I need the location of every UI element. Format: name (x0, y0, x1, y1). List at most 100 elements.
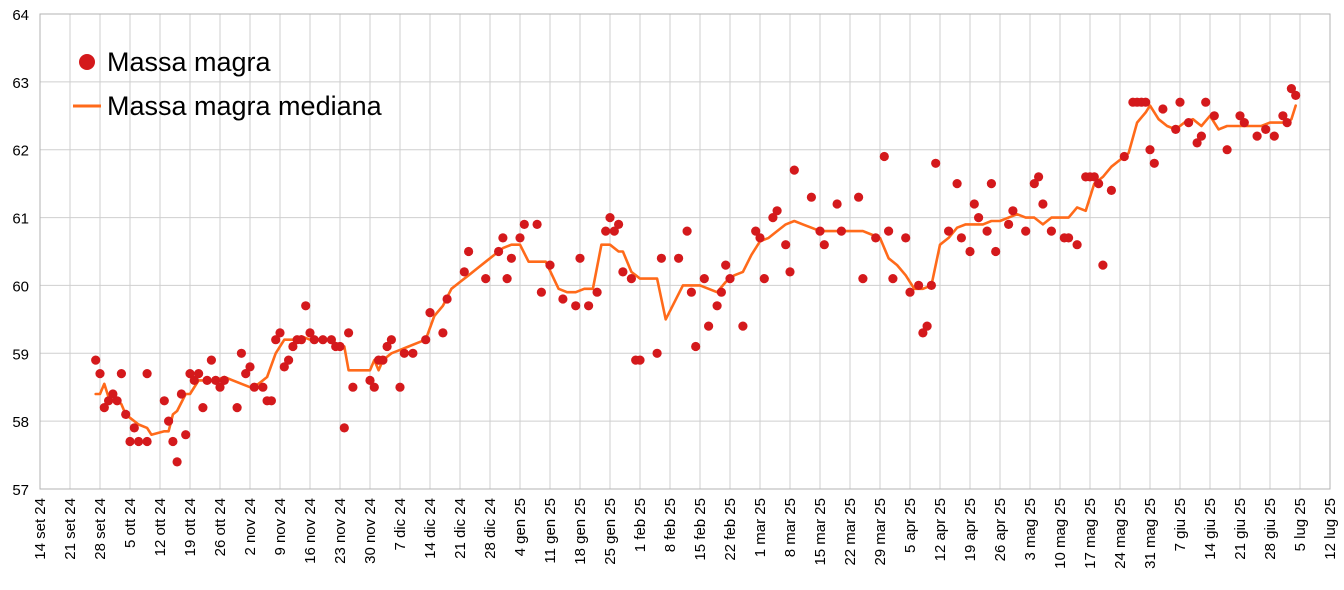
data-point (305, 328, 315, 338)
data-point (1209, 111, 1219, 121)
x-tick-label: 28 giu 25 (1262, 498, 1279, 560)
data-point (134, 436, 144, 447)
plot-frame (39, 13, 1331, 490)
data-point (674, 253, 684, 263)
data-point (339, 423, 349, 433)
data-point (986, 179, 997, 189)
x-tick-label: 21 set 24 (62, 498, 79, 560)
data-point (142, 436, 152, 447)
data-point (789, 165, 799, 175)
data-point (386, 335, 396, 345)
data-point (232, 403, 242, 413)
data-point (682, 226, 692, 236)
x-tick-label: 29 mar 25 (872, 498, 889, 566)
x-tick-label: 25 gen 25 (602, 498, 619, 565)
data-point (344, 328, 354, 338)
legend-marker-scatter (79, 54, 95, 70)
data-point (965, 246, 975, 257)
data-point (1004, 219, 1014, 229)
scatter-points-series (91, 84, 1301, 467)
x-tick-label: 28 dic 24 (482, 498, 499, 559)
data-point (1008, 206, 1018, 216)
data-point (755, 233, 765, 243)
data-point (858, 274, 868, 284)
y-axis-tick-labels: 57 58 59 60 61 62 63 64 (12, 7, 29, 499)
data-point (194, 369, 204, 379)
data-point (969, 199, 979, 209)
data-point (206, 355, 216, 365)
data-point (626, 274, 637, 284)
data-point (159, 396, 169, 406)
x-tick-label: 28 set 24 (92, 498, 109, 560)
data-point (421, 335, 431, 345)
data-point (519, 219, 529, 229)
data-point (819, 240, 829, 250)
data-point (699, 274, 709, 284)
x-tick-label: 10 mag 25 (1052, 498, 1069, 569)
data-point (901, 233, 911, 243)
data-point (112, 396, 122, 406)
x-tick-label: 2 nov 24 (242, 498, 259, 556)
data-point (326, 335, 336, 345)
data-point (884, 226, 894, 236)
y-tick-label: 57 (12, 482, 29, 499)
data-point (275, 328, 285, 338)
data-point (1278, 111, 1288, 121)
data-point (712, 301, 722, 311)
data-point (365, 375, 375, 385)
x-tick-label: 4 gen 25 (512, 498, 529, 556)
data-point (1089, 172, 1099, 182)
data-point (691, 341, 701, 352)
data-point (815, 226, 825, 236)
data-point (618, 267, 628, 277)
data-point (271, 335, 281, 345)
data-point (931, 158, 941, 168)
data-point (245, 362, 255, 372)
data-point (185, 369, 195, 379)
data-point (974, 213, 984, 223)
x-axis-tick-labels: 14 set 24 21 set 24 28 set 24 5 ott 24 12 ot… (32, 498, 1339, 569)
data-point (176, 389, 186, 399)
data-point (879, 151, 889, 162)
data-point (211, 375, 221, 385)
x-tick-label: 16 nov 24 (302, 498, 319, 564)
data-point (1046, 226, 1056, 236)
data-point (1098, 260, 1108, 270)
x-tick-label: 9 nov 24 (272, 498, 289, 556)
data-point (121, 409, 131, 419)
data-point (1184, 118, 1194, 128)
data-point (888, 274, 898, 284)
data-point (751, 226, 761, 236)
data-point (309, 335, 319, 345)
data-point (785, 267, 795, 277)
data-point (614, 219, 624, 229)
data-point (395, 382, 405, 392)
data-point (871, 233, 881, 243)
data-point (545, 260, 555, 270)
data-point (1171, 124, 1181, 134)
data-point (1141, 97, 1151, 107)
data-point (956, 233, 967, 243)
data-point (438, 328, 448, 338)
data-point (952, 179, 962, 189)
data-point (854, 192, 864, 202)
data-point (1239, 118, 1249, 128)
x-tick-label: 15 feb 25 (692, 498, 709, 561)
x-tick-label: 14 dic 24 (422, 498, 439, 559)
data-point (536, 287, 547, 297)
data-point (164, 416, 174, 426)
data-point (1286, 84, 1296, 94)
data-point (1038, 199, 1048, 209)
data-point (241, 369, 251, 379)
data-point (914, 280, 924, 290)
data-point (1269, 131, 1279, 141)
data-point (168, 436, 178, 447)
data-point (601, 226, 611, 236)
data-point (772, 206, 782, 216)
data-point (219, 375, 229, 385)
data-point (464, 246, 474, 257)
x-tick-label: 19 ott 24 (182, 498, 199, 556)
data-point (215, 382, 225, 392)
y-tick-label: 58 (12, 414, 29, 431)
data-point (408, 348, 418, 358)
